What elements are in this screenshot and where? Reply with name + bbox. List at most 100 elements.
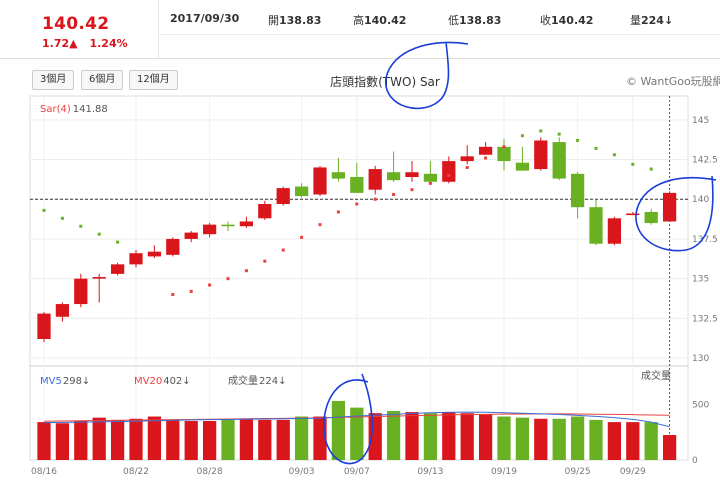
sar-dot [355,202,359,206]
sar-dot [612,153,616,157]
sar-dot [484,156,488,160]
tab-6-months[interactable]: 6個月 [81,70,124,90]
title-annotation-circle [385,41,469,110]
change-value: 1.72▲ [42,37,78,50]
volume-panel-label: 成交量 [641,369,671,382]
volume-annotation-circle [323,373,374,465]
volume-bars [37,400,677,460]
volume-legend: 成交量224↓ [228,374,286,387]
sar-dot [281,248,285,252]
sar-dot [428,181,432,185]
volume-bar [589,419,603,460]
candle-body [570,173,585,208]
candle-body [258,204,272,219]
sar-dot [465,165,469,169]
sar-dot [318,223,322,227]
candle-body [626,213,640,216]
volume-bar [442,412,456,460]
mv5-legend: MV5298↓ [40,376,90,387]
last-price: 140.42 [42,14,110,34]
header-divider [158,34,720,35]
sar-dot [171,293,175,297]
volume-bar [662,435,677,460]
candle-body [644,211,658,224]
x-tick-label: 09/25 [565,467,591,477]
sar-dot [244,269,248,273]
mv5-line [43,411,670,428]
sar-dot [189,289,193,293]
candle-body [386,172,401,181]
price-tick-label: 130 [692,354,709,364]
sar-dot [336,210,340,214]
candle-body [515,162,530,171]
sar-dot [208,283,212,287]
tab-3-months[interactable]: 3個月 [32,70,75,90]
volume-bar [294,416,309,460]
volume-tick-label: 0 [692,456,698,466]
sar-dot [60,216,64,220]
candle-body [313,167,327,195]
sar-dot [447,173,451,177]
x-tick-label: 09/29 [620,467,646,477]
candle-body [184,232,198,239]
candle-body [166,238,180,255]
mv20-line [43,413,670,422]
candle-body [497,146,511,162]
sar-dot [373,197,377,201]
candle-body [534,140,548,170]
candle-body [55,304,70,317]
volume-bar [368,413,382,460]
volume-bar [239,418,254,460]
volume-bar [258,419,272,460]
volume-bar [110,419,125,460]
sar-dot [79,224,83,228]
volume-bar [221,419,235,460]
candle-body [294,186,309,197]
volume-tick-label: 500 [692,400,709,410]
price-change: 1.72▲ 1.24% [42,37,128,50]
sar-dot [594,146,598,150]
volume-bar [626,422,640,460]
volume-bar [478,414,493,460]
volume-bar [92,417,106,460]
toolbar-divider [0,58,720,59]
candle-body [331,172,346,179]
sar-legend: Sar(4) 141.88 [40,104,108,115]
volume-bar [55,423,70,460]
volume-bar [534,418,548,460]
volume-bar [423,413,438,460]
volume-bar [644,422,658,460]
sar-dot [263,259,267,263]
x-tick-label: 09/03 [289,467,315,477]
volume-bar [74,421,88,460]
volume-bar [331,400,346,460]
candle-body [589,207,603,244]
candle-body [368,169,382,190]
tab-12-months[interactable]: 12個月 [129,70,178,90]
volume-bar [129,418,143,460]
plot-frame [29,95,689,461]
sar-dot [42,208,46,212]
volume-bar [37,422,51,460]
x-tick-label: 09/19 [491,467,517,477]
last-candle-annotation-circle [635,175,717,252]
candle-body [423,173,438,182]
sar-dot [502,145,506,149]
sar-dot [116,240,120,244]
candle-body [129,253,143,265]
sar-dots [42,129,653,297]
candle-body [37,313,51,339]
sar-dot [300,235,304,239]
price-tick-label: 132.5 [692,314,718,324]
volume-bar [184,421,198,460]
change-percent: 1.24% [89,37,128,50]
volume-bar [350,407,364,460]
candle-body [607,218,622,244]
candle-body [239,221,254,227]
volume-bar [460,413,474,460]
candle-body [221,224,235,227]
sar-dot [649,167,653,171]
x-tick-label: 08/28 [197,467,223,477]
brand-watermark: © WantGoo玩股網 [626,75,720,88]
